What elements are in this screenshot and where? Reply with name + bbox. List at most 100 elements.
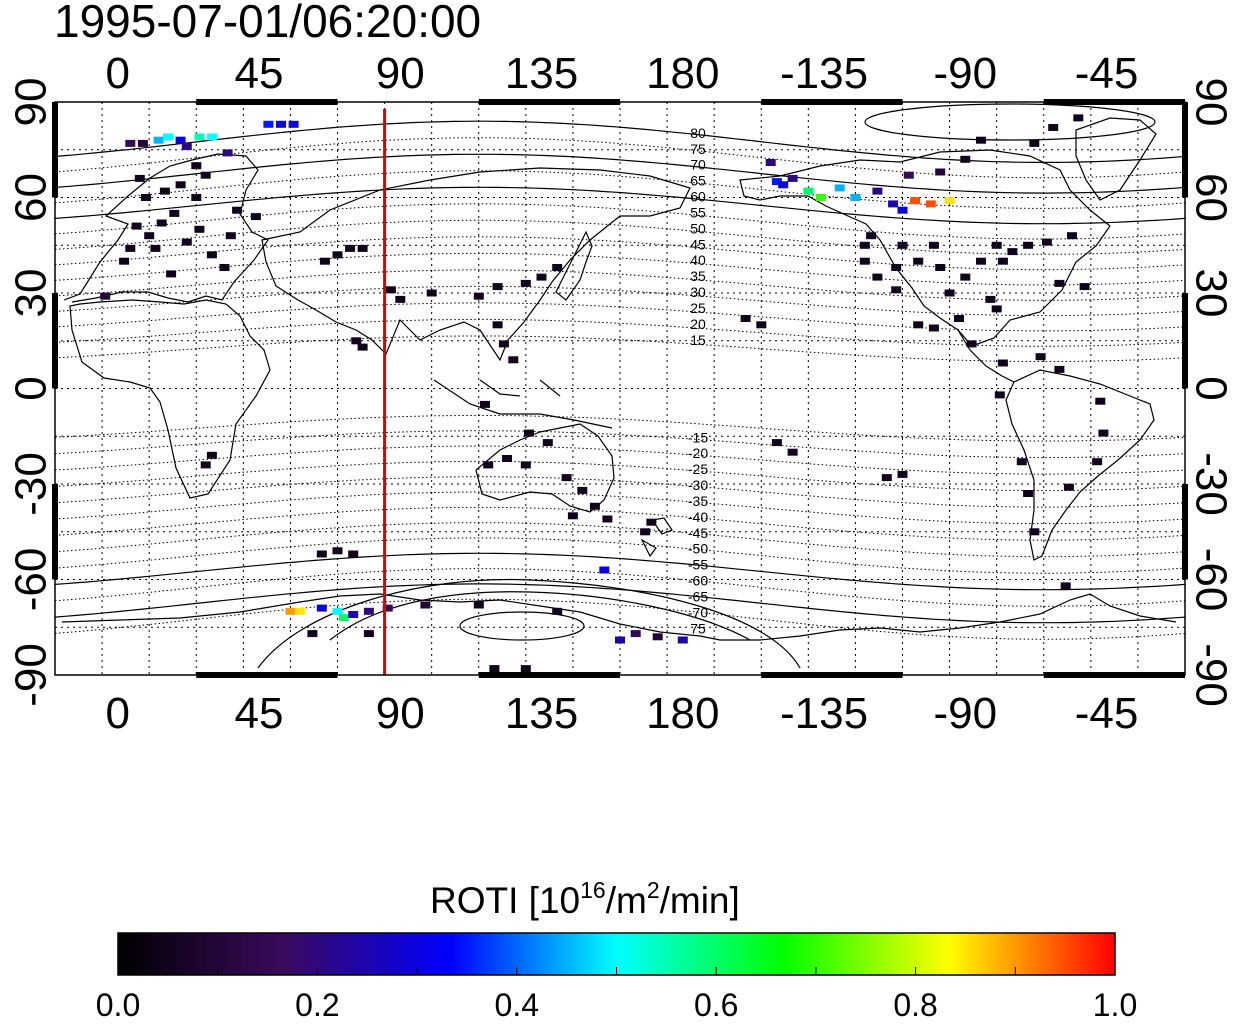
coast-indonesia — [433, 379, 613, 429]
roti-point — [307, 630, 318, 638]
roti-point — [834, 184, 845, 192]
roti-point — [677, 636, 688, 644]
roti-point — [994, 391, 1005, 399]
colorbar-title-exponent: 16 — [580, 877, 606, 903]
roti-point — [206, 133, 217, 141]
roti-point — [191, 194, 202, 201]
roti-point — [866, 232, 877, 240]
roti-point — [163, 133, 173, 141]
latitude-label: 30 — [1186, 269, 1235, 318]
colorbar-tick-label: 0.8 — [893, 987, 937, 1023]
roti-point — [1060, 582, 1071, 590]
frame-bar-top — [1043, 99, 1185, 105]
mlat-label: 60 — [690, 189, 706, 205]
mlat-label: 35 — [690, 268, 706, 284]
roti-point — [276, 120, 286, 128]
mlat-contour — [55, 219, 1185, 255]
latitude-labels-right: 90 60 30 0 -30 -60 -90 — [1186, 78, 1235, 707]
frame-bar-top — [478, 99, 620, 105]
mlat-contour — [55, 302, 1185, 332]
roti-point — [288, 120, 299, 128]
roti-point — [897, 470, 908, 478]
latitude-label: -30 — [1186, 452, 1235, 516]
roti-point — [332, 251, 343, 259]
roti-point — [206, 251, 217, 259]
latitude-label: 90 — [7, 78, 56, 127]
roti-point — [891, 286, 902, 294]
colorbar-tick-label: 0.4 — [495, 987, 539, 1023]
south-auroral-boundary — [257, 578, 801, 669]
roti-point — [602, 515, 613, 523]
mlat-label: 15 — [690, 332, 706, 348]
roti-point — [960, 273, 971, 281]
roti-point — [181, 238, 192, 246]
mlat-label: -65 — [688, 588, 708, 604]
roti-point — [382, 604, 393, 612]
roti-point — [903, 171, 914, 179]
roti-point — [285, 607, 296, 615]
roti-point — [492, 321, 503, 329]
roti-point — [492, 283, 503, 291]
roti-point — [363, 607, 374, 615]
roti-point — [524, 429, 534, 437]
roti-point — [194, 225, 205, 233]
roti-point — [219, 264, 230, 271]
roti-point — [881, 474, 892, 482]
roti-point — [520, 665, 531, 673]
longitude-labels-top: 0 45 90 135 180 -135 -90 -45 — [106, 49, 1139, 98]
mlat-label: -55 — [688, 557, 708, 573]
roti-point — [520, 461, 531, 469]
roti-point — [263, 120, 274, 128]
roti-point — [1063, 483, 1074, 491]
roti-point — [119, 257, 130, 265]
roti-point — [997, 257, 1008, 265]
mlat-contour — [55, 318, 1185, 347]
roti-point — [125, 244, 136, 252]
roti-point — [991, 241, 1002, 249]
mlat-label: -45 — [688, 525, 708, 541]
latitude-label: 30 — [7, 269, 56, 318]
longitude-label: -45 — [1075, 689, 1139, 738]
colorbar-tick-labels: 0.0 0.2 0.4 0.6 0.8 1.0 — [96, 987, 1137, 1023]
roti-point — [897, 241, 908, 249]
frame-bar-bottom — [196, 672, 338, 678]
roti-point — [483, 461, 494, 469]
roti-point — [348, 611, 359, 618]
longitude-label: -45 — [1075, 49, 1139, 98]
coast-south-america — [1005, 369, 1155, 561]
roti-point — [589, 502, 600, 510]
colorbar-tick-label: 1.0 — [1093, 987, 1137, 1023]
mlat-contour — [55, 537, 1185, 574]
roti-point — [1054, 365, 1065, 373]
roti-point — [615, 636, 625, 644]
roti-point — [473, 601, 484, 609]
roti-point — [599, 566, 610, 574]
mlat-contour — [55, 430, 1185, 459]
roti-point — [1023, 241, 1034, 249]
longitude-label: 180 — [646, 49, 719, 98]
latitude-labels-left: 90 60 30 0 -30 -60 -90 — [7, 78, 56, 707]
roti-point — [542, 439, 553, 447]
frame-bar-top — [761, 99, 903, 105]
mlat-contour — [55, 203, 1185, 240]
coast-north-america — [739, 149, 1111, 347]
mlat-contour — [55, 445, 1185, 475]
roti-point — [131, 222, 142, 230]
roti-point — [194, 133, 205, 141]
roti-point — [520, 279, 531, 287]
mlat-contour — [55, 598, 1185, 640]
mlat-label: -60 — [688, 573, 708, 589]
roti-point — [577, 486, 588, 494]
roti-point — [385, 286, 396, 294]
roti-point — [976, 257, 986, 265]
frame-bar-left — [52, 484, 58, 580]
roti-point — [1054, 279, 1065, 287]
mlat-contour — [55, 568, 1185, 607]
mlat-contour — [55, 415, 1185, 442]
roti-point — [100, 292, 111, 300]
roti-point — [426, 289, 437, 297]
colorbar-title-prefix: ROTI [10 — [430, 880, 581, 921]
roti-point — [928, 324, 939, 332]
roti-point — [850, 194, 861, 201]
roti-point — [1007, 248, 1018, 256]
